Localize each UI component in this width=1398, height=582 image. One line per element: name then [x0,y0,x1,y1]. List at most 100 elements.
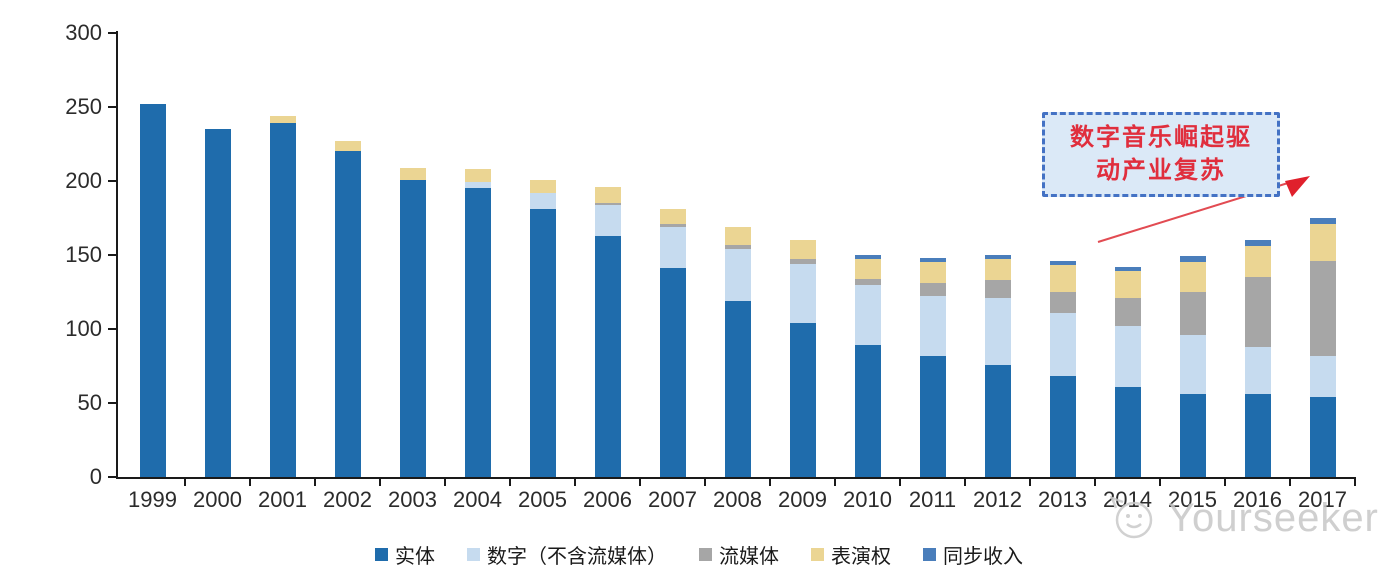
bar-segment-2016 [1244,246,1271,278]
y-axis-tick-label: 50 [77,390,102,415]
bar-segment-2000 [204,129,231,477]
bar-segment-2010 [854,284,881,346]
x-axis-tick [769,479,771,486]
bar-segment-2016 [1244,240,1271,247]
legend-item: 同步收入 [923,540,1023,569]
x-axis-tick-label: 2004 [453,487,502,512]
x-axis-tick-label: 2003 [388,487,437,512]
bar-segment-2011 [919,257,946,263]
cat-face-logo-icon [1109,495,1153,539]
bar-segment-2008 [724,249,751,301]
x-axis-tick [964,479,966,486]
bar-segment-2004 [464,169,491,183]
legend-item: 数字（不含流媒体） [467,540,667,569]
bar-segment-1999 [139,104,166,477]
bar-segment-2015 [1179,292,1206,335]
bar-segment-2013 [1049,376,1076,477]
bar-segment-2010 [854,278,881,285]
x-axis-tick [639,479,641,486]
x-axis-tick [184,479,186,486]
x-axis-tick [1354,479,1356,486]
bar-segment-2017 [1309,397,1336,477]
y-axis-line [116,31,118,479]
x-axis-tick [1094,479,1096,486]
x-axis-tick [444,479,446,486]
legend-label: 同步收入 [943,546,1023,568]
bar-segment-2009 [789,323,816,477]
bar-segment-2015 [1179,394,1206,477]
bar-segment-2004 [464,188,491,477]
y-axis-tick-label: 0 [89,464,102,489]
x-axis-tick [574,479,576,486]
x-axis-tick-label: 2005 [518,487,567,512]
x-axis-tick-label: 2012 [973,487,1022,512]
bar-segment-2001 [269,123,296,477]
x-axis-tick [899,479,901,486]
x-axis-tick-label: 1999 [128,487,177,512]
y-axis-tick-label: 100 [65,316,102,341]
bar-segment-2011 [919,262,946,284]
bar-segment-2016 [1244,394,1271,477]
annotation-callout-box: 数字音乐崛起驱 动产业复苏 [1042,112,1280,197]
legend-label: 表演权 [831,546,891,568]
y-axis-tick [108,402,116,404]
bar-segment-2002 [334,151,361,477]
bar-segment-2006 [594,235,621,477]
bar-segment-2014 [1114,266,1141,272]
x-axis-tick-label: 2002 [323,487,372,512]
x-axis-tick-label: 2000 [193,487,242,512]
bar-segment-2007 [659,226,686,269]
bar-segment-2011 [919,355,946,477]
bar-segment-2014 [1114,326,1141,387]
x-axis-tick-label: 2006 [583,487,632,512]
annotation-text-line1: 数字音乐崛起驱 [1070,124,1252,151]
bar-segment-2005 [529,192,556,210]
legend-swatch-icon [923,548,936,561]
x-axis-tick-label: 2016 [1233,487,1282,512]
x-axis-tick-label: 2017 [1298,487,1347,512]
bar-segment-2011 [919,283,946,297]
y-axis-tick-label: 150 [65,242,102,267]
x-axis-tick [509,479,511,486]
bar-segment-2012 [984,259,1011,281]
bar-segment-2017 [1309,218,1336,224]
bar-segment-2012 [984,280,1011,298]
bar-segment-2013 [1049,292,1076,313]
bar-segment-2017 [1309,223,1336,261]
bar-segment-2014 [1114,297,1141,327]
x-axis-tick-label: 2009 [778,487,827,512]
legend-item: 表演权 [811,540,891,569]
x-axis-tick [379,479,381,486]
x-axis-tick [704,479,706,486]
bar-segment-2005 [529,209,556,477]
bar-segment-2006 [594,204,621,236]
x-axis-tick [1029,479,1031,486]
legend-swatch-icon [699,548,712,561]
bar-segment-2010 [854,259,881,279]
x-axis-tick-label: 2001 [258,487,307,512]
bar-segment-2016 [1244,346,1271,395]
y-axis-tick [108,254,116,256]
bar-segment-2014 [1114,271,1141,298]
x-axis-tick [314,479,316,486]
legend-swatch-icon [375,548,388,561]
y-axis-tick [108,106,116,108]
x-axis-tick-label: 2015 [1168,487,1217,512]
bar-segment-2015 [1179,256,1206,263]
y-axis-tick-label: 250 [65,94,102,119]
bar-segment-2005 [529,179,556,193]
bar-segment-2008 [724,226,751,245]
x-axis-tick-label: 2007 [648,487,697,512]
bar-segment-2012 [984,364,1011,477]
bar-segment-2010 [854,345,881,477]
bar-segment-2008 [724,244,751,250]
y-axis-tick [108,32,116,34]
bar-segment-2007 [659,209,686,224]
bar-segment-2015 [1179,262,1206,292]
x-axis-line [116,477,1356,479]
bar-segment-2017 [1309,355,1336,398]
x-axis-tick-label: 2014 [1103,487,1152,512]
legend-item: 流媒体 [699,540,779,569]
bar-segment-2009 [789,259,816,264]
